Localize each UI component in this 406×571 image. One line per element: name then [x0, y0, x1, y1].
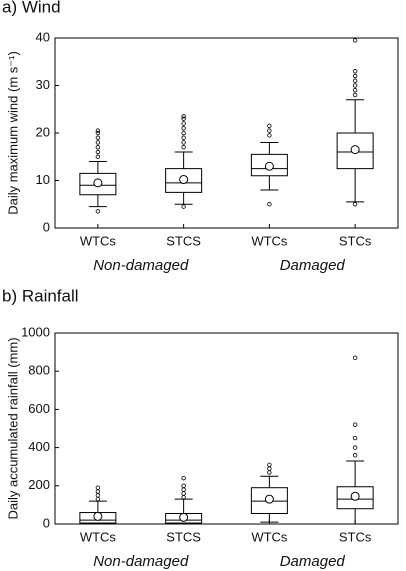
outlier	[352, 83, 358, 88]
y-tick-label: 30	[36, 77, 50, 92]
y-axis-label: Daily maximum wind (m s⁻¹)	[5, 51, 20, 215]
mean	[350, 491, 360, 501]
outlier	[181, 140, 186, 145]
outlier	[352, 355, 358, 361]
outlier	[267, 123, 272, 129]
y-tick-label: 800	[28, 363, 50, 378]
outlier	[95, 209, 101, 214]
y-tick-label: 600	[28, 401, 50, 416]
outlier	[352, 78, 358, 83]
outlier	[352, 453, 358, 458]
outlier	[95, 149, 101, 155]
outlier	[95, 493, 101, 498]
outlier	[95, 130, 101, 136]
chart-title: a) Wind	[2, 0, 61, 16]
outlier	[95, 128, 101, 133]
outlier	[267, 470, 272, 475]
outlier	[267, 466, 272, 471]
y-tick-label: 20	[36, 124, 50, 139]
outlier	[352, 73, 358, 79]
y-tick-label: 10	[36, 172, 50, 187]
outlier	[352, 69, 358, 74]
group-label: Damaged	[280, 553, 346, 570]
outlier	[352, 435, 358, 441]
outlier	[352, 445, 358, 450]
outlier	[181, 116, 186, 121]
chart-title: b) Rainfall	[2, 286, 79, 305]
x-tick-label: STCS	[166, 233, 201, 248]
x-tick-label: WTCs	[251, 529, 288, 544]
outlier	[181, 495, 186, 500]
x-tick-label: STCS	[166, 529, 201, 544]
outlier	[95, 135, 101, 140]
outlier	[267, 133, 272, 138]
outlier	[181, 145, 186, 150]
mean	[264, 161, 274, 171]
outlier	[352, 202, 358, 207]
mean	[350, 145, 360, 155]
outlier	[267, 202, 272, 207]
mean	[179, 512, 189, 522]
x-tick-label: STCs	[339, 529, 372, 544]
outlier	[181, 491, 186, 496]
y-tick-label: 0	[43, 515, 50, 530]
outlier	[181, 483, 186, 488]
group-label: Damaged	[280, 257, 346, 274]
outlier	[95, 140, 101, 145]
mean	[93, 178, 103, 188]
x-tick-label: WTCs	[251, 233, 288, 248]
y-tick-label: 40	[36, 29, 50, 44]
y-tick-label: 400	[28, 439, 50, 454]
group-label: Non-damaged	[93, 257, 189, 274]
outlier	[181, 487, 186, 492]
outlier	[181, 126, 186, 131]
outlier	[181, 121, 186, 126]
y-tick-label: 0	[43, 219, 50, 234]
outlier	[95, 485, 101, 490]
y-axis-label: Daily accumulated rainfall (mm)	[5, 337, 20, 519]
mean	[264, 494, 274, 504]
outlier	[95, 496, 101, 502]
outlier	[267, 462, 272, 467]
outlier	[181, 114, 186, 119]
plot-frame	[54, 332, 399, 525]
outlier	[352, 88, 358, 93]
y-tick-label: 1000	[21, 324, 50, 339]
outlier	[267, 128, 272, 133]
box	[336, 132, 374, 170]
x-tick-label: WTCs	[80, 529, 117, 544]
mean	[179, 175, 189, 185]
outlier	[95, 145, 101, 150]
x-tick-label: STCs	[339, 233, 372, 248]
x-tick-label: WTCs	[80, 233, 117, 248]
outlier	[352, 38, 358, 43]
outlier	[352, 92, 358, 98]
outlier	[181, 204, 186, 209]
outlier	[181, 475, 186, 481]
outlier	[352, 422, 358, 427]
mean	[93, 511, 103, 521]
outlier	[181, 130, 186, 136]
y-tick-label: 200	[28, 477, 50, 492]
outlier	[181, 135, 186, 140]
group-label: Non-damaged	[93, 553, 189, 570]
outlier	[95, 154, 101, 159]
outlier	[95, 489, 101, 494]
